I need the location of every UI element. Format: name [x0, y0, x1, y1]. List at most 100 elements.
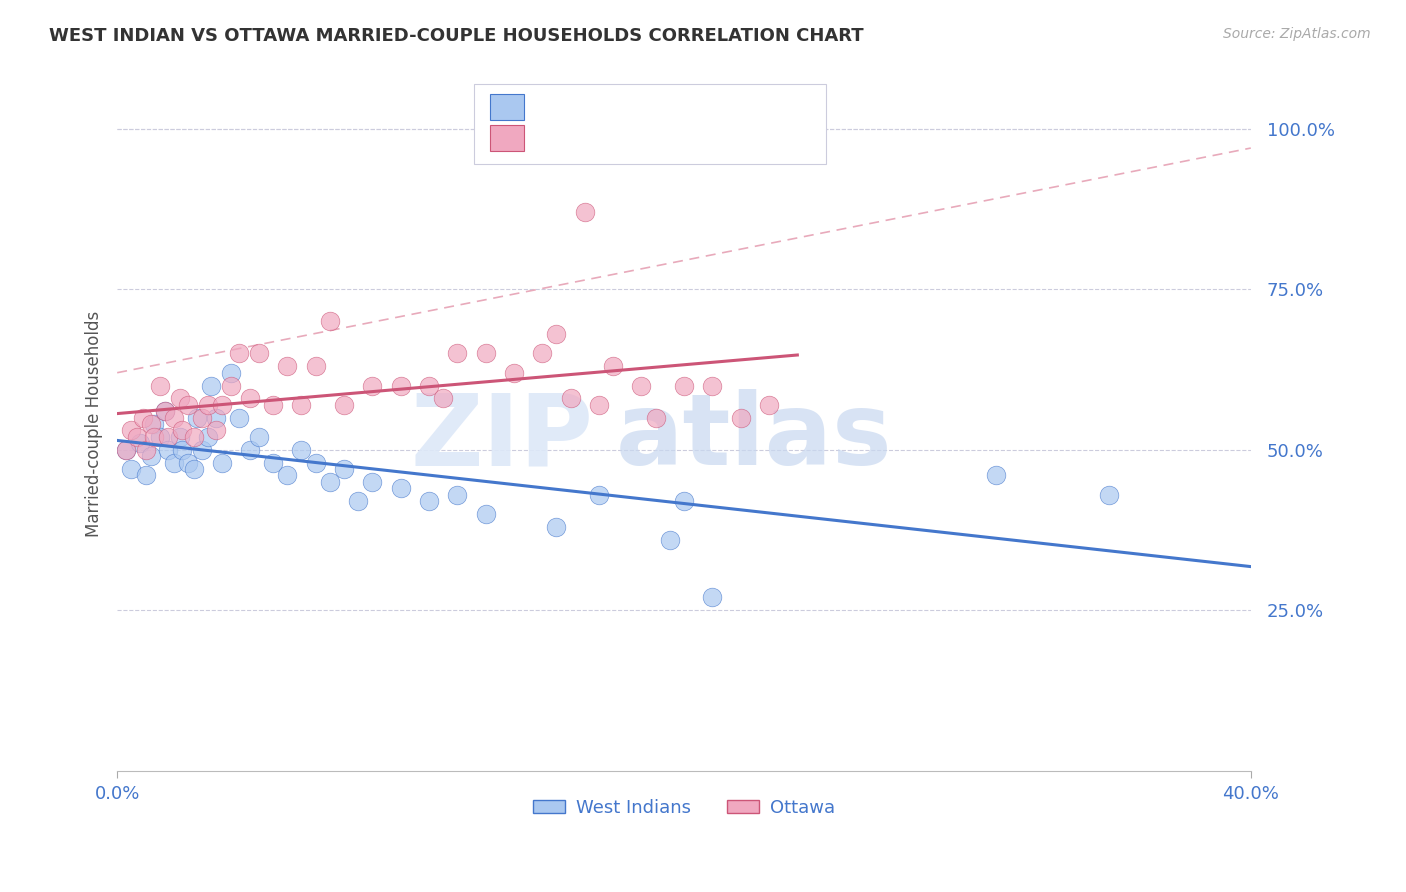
Point	[211, 456, 233, 470]
Point	[177, 456, 200, 470]
Point	[630, 378, 652, 392]
Point	[474, 507, 496, 521]
Point	[183, 430, 205, 444]
Text: N =: N =	[678, 129, 718, 147]
Point	[163, 456, 186, 470]
Point	[191, 442, 214, 457]
Point	[157, 430, 180, 444]
Point	[304, 456, 326, 470]
Point	[191, 410, 214, 425]
Point	[290, 442, 312, 457]
Point	[239, 442, 262, 457]
Point	[418, 494, 440, 508]
Point	[143, 417, 166, 431]
Point	[169, 430, 191, 444]
Text: WEST INDIAN VS OTTAWA MARRIED-COUPLE HOUSEHOLDS CORRELATION CHART: WEST INDIAN VS OTTAWA MARRIED-COUPLE HOU…	[49, 27, 863, 45]
Point	[262, 398, 284, 412]
Point	[361, 378, 384, 392]
Point	[155, 404, 177, 418]
Point	[588, 398, 610, 412]
Text: Source: ZipAtlas.com: Source: ZipAtlas.com	[1223, 27, 1371, 41]
Point	[239, 392, 262, 406]
Point	[120, 462, 142, 476]
Point	[219, 366, 242, 380]
Point	[1098, 488, 1121, 502]
Point	[262, 456, 284, 470]
Point	[205, 424, 228, 438]
Point	[333, 462, 356, 476]
FancyBboxPatch shape	[491, 94, 524, 120]
Point	[172, 442, 194, 457]
Point	[602, 359, 624, 374]
Point	[247, 430, 270, 444]
Text: R =: R =	[537, 98, 575, 116]
Point	[197, 430, 219, 444]
Point	[114, 442, 136, 457]
Point	[658, 533, 681, 547]
FancyBboxPatch shape	[491, 125, 524, 151]
Point	[319, 475, 342, 489]
Point	[172, 424, 194, 438]
Text: -0.174: -0.174	[576, 98, 641, 116]
Point	[205, 410, 228, 425]
Point	[672, 378, 695, 392]
Point	[114, 442, 136, 457]
Point	[730, 410, 752, 425]
Point	[163, 410, 186, 425]
Point	[125, 430, 148, 444]
Point	[644, 410, 666, 425]
Point	[984, 468, 1007, 483]
Point	[347, 494, 370, 508]
Point	[135, 468, 157, 483]
Point	[389, 481, 412, 495]
Point	[574, 205, 596, 219]
Point	[157, 442, 180, 457]
Point	[177, 398, 200, 412]
Point	[503, 366, 526, 380]
Point	[290, 398, 312, 412]
Text: ZIP: ZIP	[411, 390, 593, 486]
Point	[228, 410, 250, 425]
Point	[135, 442, 157, 457]
Point	[319, 314, 342, 328]
Point	[141, 417, 163, 431]
Point	[333, 398, 356, 412]
Point	[120, 424, 142, 438]
Point	[276, 468, 298, 483]
Point	[186, 410, 208, 425]
FancyBboxPatch shape	[474, 85, 825, 164]
Point	[361, 475, 384, 489]
Text: N =: N =	[678, 98, 718, 116]
Point	[247, 346, 270, 360]
Text: 0.373: 0.373	[576, 129, 633, 147]
Text: 43: 43	[724, 98, 748, 116]
Point	[211, 398, 233, 412]
Point	[446, 488, 468, 502]
Y-axis label: Married-couple Households: Married-couple Households	[86, 311, 103, 537]
Point	[219, 378, 242, 392]
Point	[131, 410, 153, 425]
Point	[141, 449, 163, 463]
Point	[531, 346, 554, 360]
Text: R =: R =	[537, 129, 575, 147]
Point	[149, 378, 172, 392]
Point	[446, 346, 468, 360]
Point	[389, 378, 412, 392]
Point	[758, 398, 780, 412]
Point	[546, 520, 568, 534]
Point	[560, 392, 582, 406]
Point	[672, 494, 695, 508]
Point	[197, 398, 219, 412]
Point	[149, 430, 172, 444]
Point	[228, 346, 250, 360]
Legend: West Indians, Ottawa: West Indians, Ottawa	[526, 791, 842, 824]
Point	[304, 359, 326, 374]
Text: atlas: atlas	[616, 390, 893, 486]
Point	[276, 359, 298, 374]
Point	[200, 378, 222, 392]
Point	[169, 392, 191, 406]
Point	[432, 392, 454, 406]
Point	[418, 378, 440, 392]
Point	[155, 404, 177, 418]
Point	[474, 346, 496, 360]
